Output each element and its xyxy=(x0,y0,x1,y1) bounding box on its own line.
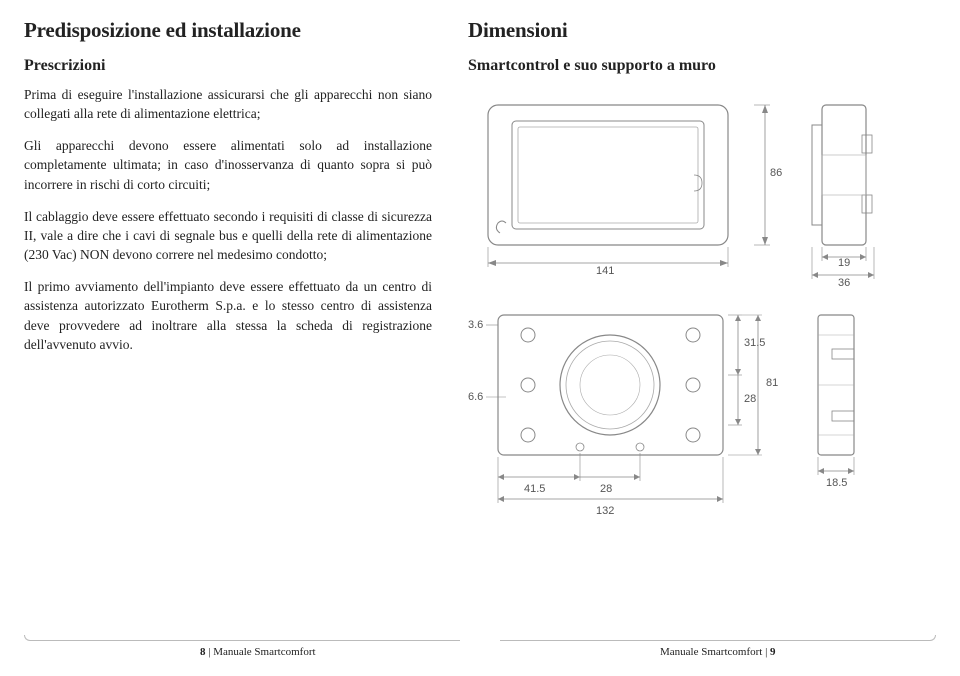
dim-mount-total-w: 132 xyxy=(596,505,614,517)
section-title: Predisposizione ed installazione xyxy=(24,18,432,43)
paragraph: Gli apparecchi devono essere alimentati … xyxy=(24,136,432,193)
page-number-right: 9 xyxy=(770,646,776,658)
subsection-title: Prescrizioni xyxy=(24,57,432,75)
page-number-left: 8 xyxy=(200,646,206,658)
dimensions-title: Dimensioni xyxy=(468,18,936,43)
paragraph: Il primo avviamento dell'impianto deve e… xyxy=(24,277,432,354)
prescriptions-body: Prima di eseguire l'installazione assicu… xyxy=(24,85,432,354)
footer-left: 8 | Manuale Smartcomfort xyxy=(200,646,316,658)
dim-side-total: 36 xyxy=(838,277,850,289)
side-view-drawing xyxy=(808,95,918,295)
dim-mount-left-margin: 3.6 xyxy=(468,319,483,331)
dim-mount-off-left: 41.5 xyxy=(524,483,545,495)
dim-side2-w: 18.5 xyxy=(826,477,847,489)
page-footer: 8 | Manuale Smartcomfort Manuale Smartco… xyxy=(0,640,960,668)
dim-side-width: 19 xyxy=(838,257,850,269)
front-view-drawing xyxy=(468,95,748,275)
technical-drawings: 141 86 xyxy=(468,85,936,545)
dim-front-width: 141 xyxy=(596,265,614,277)
dim-mount-inner-h: 6.6 xyxy=(468,391,483,403)
footer-label-left: Manuale Smartcomfort xyxy=(213,646,315,658)
dim-mount-upper: 31.5 xyxy=(744,337,765,349)
dim-front-height: 86 xyxy=(770,167,782,179)
footer-right: Manuale Smartcomfort | 9 xyxy=(660,646,776,658)
paragraph: Prima di eseguire l'installazione assicu… xyxy=(24,85,432,123)
paragraph: Il cablaggio deve essere effettuato seco… xyxy=(24,207,432,264)
mount-side-drawing xyxy=(808,307,918,507)
dim-mount-cc: 28 xyxy=(744,393,756,405)
dim-mount-spacing: 28 xyxy=(600,483,612,495)
dim-mount-height: 81 xyxy=(766,377,778,389)
mount-plate-drawing xyxy=(468,305,768,535)
mount-height-dims xyxy=(726,311,776,471)
footer-label-right: Manuale Smartcomfort xyxy=(660,646,762,658)
dimensions-subtitle: Smartcontrol e suo supporto a muro xyxy=(468,57,936,75)
